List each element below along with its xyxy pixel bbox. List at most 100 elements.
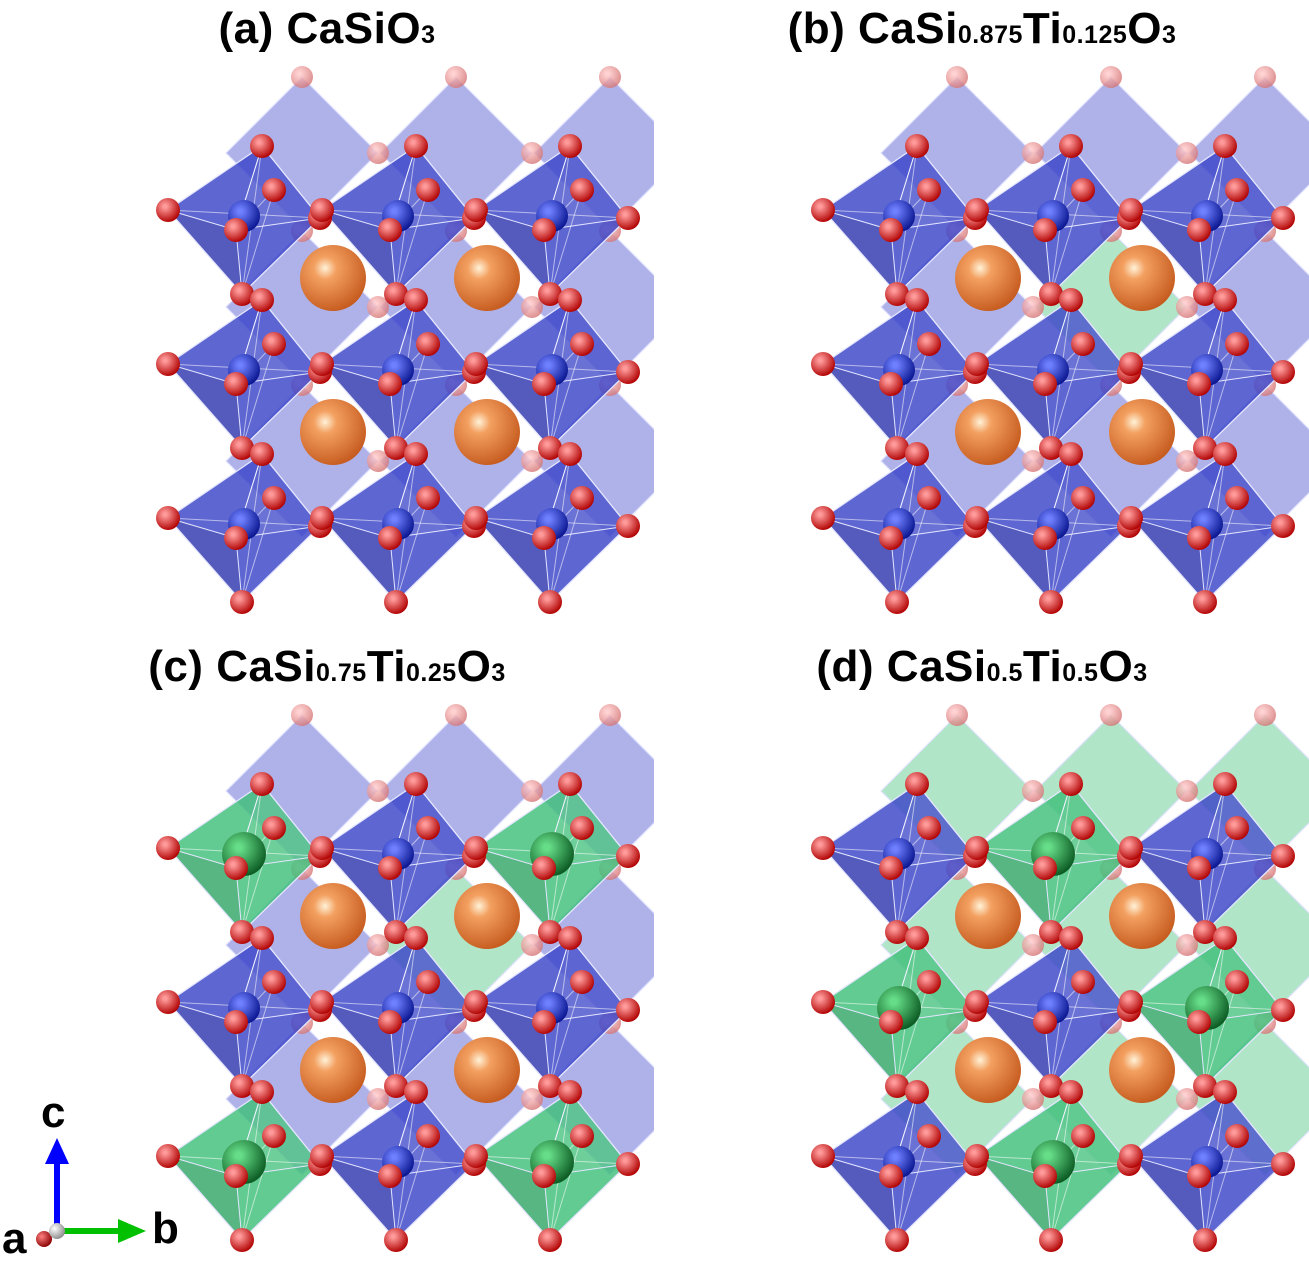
oxygen-atom: [570, 486, 594, 510]
oxygen-atom: [464, 1144, 488, 1168]
oxygen-atom-back: [445, 66, 467, 88]
oxygen-atom-back: [1022, 296, 1044, 318]
calcium-atom: [1109, 245, 1175, 311]
oxygen-atom: [811, 352, 835, 376]
oxygen-atom: [965, 836, 989, 860]
oxygen-atom: [1271, 360, 1295, 384]
oxygen-atom: [905, 288, 929, 312]
oxygen-atom: [1119, 506, 1143, 530]
oxygen-atom-back: [367, 450, 389, 472]
oxygen-atom: [230, 920, 254, 944]
oxygen-atom: [1271, 206, 1295, 230]
oxygen-atom: [464, 990, 488, 1014]
oxygen-atom: [384, 920, 408, 944]
oxygen-atom: [416, 486, 440, 510]
oxygen-atom-back: [367, 934, 389, 956]
oxygen-atom: [1213, 442, 1237, 466]
oxygen-atom-back: [521, 1088, 543, 1110]
oxygen-atom: [885, 920, 909, 944]
oxygen-atom: [404, 442, 428, 466]
oxygen-atom: [262, 970, 286, 994]
panel-letter: (a): [218, 4, 287, 53]
oxygen-atom: [538, 920, 562, 944]
formula-element: Ti: [1022, 4, 1063, 53]
formula-subscript: 3: [1162, 21, 1177, 49]
oxygen-atom: [1033, 1164, 1057, 1188]
oxygen-atom: [378, 526, 402, 550]
oxygen-atom: [262, 816, 286, 840]
oxygen-atom: [230, 590, 254, 614]
oxygen-atom: [558, 1080, 582, 1104]
oxygen-atom-back: [521, 296, 543, 318]
axis-c-arrowhead: [45, 1138, 69, 1164]
back-octahedra-layer: [880, 66, 1309, 538]
oxygen-atom: [464, 198, 488, 222]
oxygen-atom: [230, 1228, 254, 1252]
oxygen-atom: [1071, 1124, 1095, 1148]
oxygen-atom: [1225, 332, 1249, 356]
oxygen-atom: [378, 1164, 402, 1188]
calcium-atom: [454, 245, 520, 311]
oxygen-atom: [538, 282, 562, 306]
oxygen-atom: [404, 926, 428, 950]
oxygen-atom: [532, 372, 556, 396]
oxygen-atom: [416, 1124, 440, 1148]
oxygen-atom: [224, 1010, 248, 1034]
oxygen-atom: [416, 816, 440, 840]
crystal-structure-c: [156, 704, 654, 1252]
oxygen-atom: [905, 772, 929, 796]
panel-title-b: (b) CaSi0.875Ti0.125O3: [655, 4, 1309, 54]
oxygen-atom: [532, 526, 556, 550]
oxygen-atom: [378, 372, 402, 396]
oxygen-atom: [532, 1164, 556, 1188]
oxygen-atom-back: [367, 142, 389, 164]
axis-a-label: a: [2, 1214, 27, 1263]
oxygen-atom: [464, 836, 488, 860]
oxygen-atom: [250, 1080, 274, 1104]
oxygen-atom-back: [291, 704, 313, 726]
oxygen-atom: [310, 1144, 334, 1168]
oxygen-atom: [1213, 288, 1237, 312]
oxygen-atom: [811, 990, 835, 1014]
crystal-structure-b: [811, 66, 1309, 614]
oxygen-atom: [230, 1074, 254, 1098]
oxygen-atom: [570, 970, 594, 994]
oxygen-atom: [1071, 816, 1095, 840]
oxygen-atom-back: [1022, 934, 1044, 956]
oxygen-atoms: [811, 772, 1295, 1252]
oxygen-atom: [965, 990, 989, 1014]
oxygen-atom: [965, 506, 989, 530]
oxygen-atom: [250, 288, 274, 312]
oxygen-atom: [879, 372, 903, 396]
crystal-structure-a: [156, 66, 654, 614]
oxygen-atom: [262, 1124, 286, 1148]
calcium-atom: [1109, 399, 1175, 465]
oxygen-atom: [310, 990, 334, 1014]
oxygen-atom: [384, 1228, 408, 1252]
oxygen-atom: [538, 1228, 562, 1252]
oxygen-atom-back: [1100, 704, 1122, 726]
oxygen-atom: [1033, 856, 1057, 880]
formula-element: O: [456, 642, 492, 691]
oxygen-atom: [1039, 1074, 1063, 1098]
calcium-atom: [1109, 1037, 1175, 1103]
calcium-atom: [955, 1037, 1021, 1103]
formula-element: CaSi: [216, 642, 317, 691]
oxygen-atoms: [811, 134, 1295, 614]
oxygen-atom: [1071, 970, 1095, 994]
formula-subscript: 0.75: [316, 659, 367, 687]
oxygen-atom: [404, 1080, 428, 1104]
calcium-atom: [454, 399, 520, 465]
oxygen-atom: [917, 816, 941, 840]
calcium-atom: [300, 1037, 366, 1103]
oxygen-atom: [1193, 282, 1217, 306]
oxygen-atom: [879, 856, 903, 880]
oxygen-atoms: [156, 134, 640, 614]
oxygen-atom: [1225, 1124, 1249, 1148]
axis-origin: [49, 1223, 65, 1239]
oxygen-atom: [156, 352, 180, 376]
oxygen-atom: [384, 1074, 408, 1098]
panel-letter: (b): [787, 4, 858, 53]
oxygen-atom: [917, 486, 941, 510]
oxygen-atom: [965, 198, 989, 222]
